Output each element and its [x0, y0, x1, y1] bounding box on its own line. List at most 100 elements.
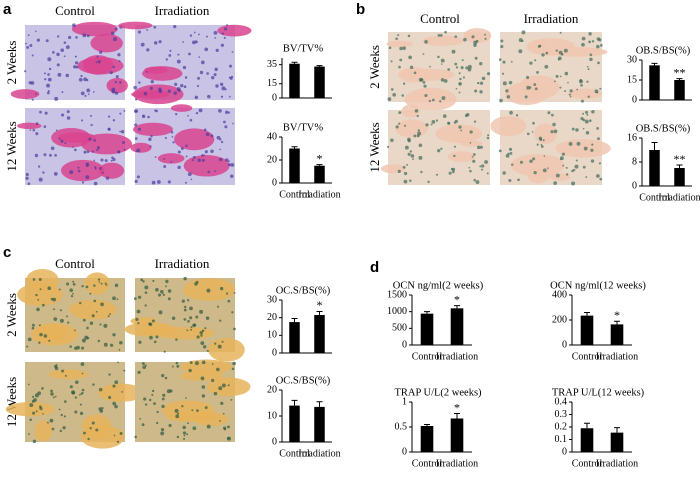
cell: [569, 95, 572, 98]
cell: [201, 394, 206, 398]
chart-title: OB.S/BS(%): [636, 45, 691, 56]
cell: [74, 148, 77, 152]
cell: [146, 29, 149, 31]
cell: [66, 282, 70, 286]
cell: [582, 112, 585, 115]
cell: [66, 116, 71, 120]
cell: [214, 36, 217, 39]
cell: [448, 171, 452, 175]
y-tick-label: 500: [392, 323, 407, 334]
cell: [486, 136, 490, 140]
cell: [459, 77, 462, 81]
cell: [155, 109, 158, 113]
cell: [399, 58, 403, 62]
cell: [430, 123, 433, 126]
error-bar: [584, 422, 590, 429]
cell: [484, 33, 487, 36]
cell: [92, 383, 95, 386]
cell: [69, 288, 74, 292]
cell: [82, 33, 87, 38]
cell: [81, 388, 85, 392]
cell: [54, 96, 59, 101]
tissue: [463, 28, 492, 44]
cell: [219, 419, 221, 422]
y-tick-label: 16: [627, 132, 637, 143]
cell: [597, 137, 600, 141]
cell: [597, 61, 600, 65]
cell: [444, 30, 447, 34]
cell: [398, 122, 401, 125]
tissue: [98, 162, 125, 179]
tissue: [510, 154, 565, 177]
cell: [201, 154, 204, 157]
cell: [114, 80, 117, 84]
cell: [536, 143, 539, 146]
y-tick-label: 0: [272, 177, 277, 188]
cell: [161, 397, 165, 401]
x-tick-label: Irradiation: [596, 351, 638, 362]
cell: [153, 402, 156, 406]
cell: [163, 350, 166, 353]
error-bar: [614, 427, 620, 433]
cell: [190, 178, 193, 181]
cell: [207, 94, 211, 99]
tissue: [48, 369, 89, 380]
cell: [204, 406, 208, 410]
cell: [586, 65, 589, 68]
cell: [484, 37, 487, 40]
tissue: [183, 155, 230, 177]
cell: [521, 30, 526, 35]
cell: [197, 76, 200, 80]
cell: [552, 122, 556, 127]
y-tick-label: 30: [627, 54, 637, 65]
cell: [545, 51, 549, 55]
cell: [148, 137, 152, 141]
y-tick-label: 15: [627, 74, 637, 85]
error-bar: [316, 65, 323, 67]
cell: [37, 165, 41, 168]
cell: [45, 39, 49, 43]
tissue: [567, 88, 603, 100]
bar: [580, 428, 594, 452]
cell: [481, 168, 484, 171]
cell: [213, 73, 217, 77]
cell: [458, 82, 462, 86]
x-tick-label: Irradiation: [436, 458, 478, 469]
cell: [153, 340, 157, 344]
cell: [206, 35, 208, 38]
cell: [74, 346, 78, 350]
tissue: [106, 77, 128, 94]
cell: [486, 172, 489, 175]
tissue: [401, 104, 421, 118]
cell: [460, 129, 463, 132]
cell: [227, 299, 231, 303]
cell: [403, 124, 407, 127]
cell: [49, 418, 54, 423]
cell: [467, 64, 472, 69]
cell: [390, 60, 393, 63]
cell: [390, 88, 394, 91]
cell: [64, 400, 67, 403]
cell: [408, 55, 412, 60]
cell: [228, 163, 231, 167]
cell: [479, 165, 482, 168]
cell: [135, 317, 139, 321]
cell: [57, 72, 62, 77]
cell: [89, 427, 92, 430]
cell: [564, 71, 569, 76]
tissue: [142, 66, 183, 81]
cell: [403, 179, 408, 184]
significance-mark: **: [674, 152, 686, 166]
cell: [51, 427, 55, 431]
bar: [314, 66, 325, 98]
tissue: [84, 272, 110, 295]
cell: [73, 65, 77, 69]
y-tick-label: 400: [552, 289, 567, 300]
cell: [43, 153, 47, 157]
x-tick-label: Control: [639, 192, 670, 203]
cell: [589, 119, 592, 123]
cell: [203, 128, 207, 132]
cell: [134, 179, 138, 183]
cell: [149, 145, 152, 148]
cell: [25, 176, 29, 180]
